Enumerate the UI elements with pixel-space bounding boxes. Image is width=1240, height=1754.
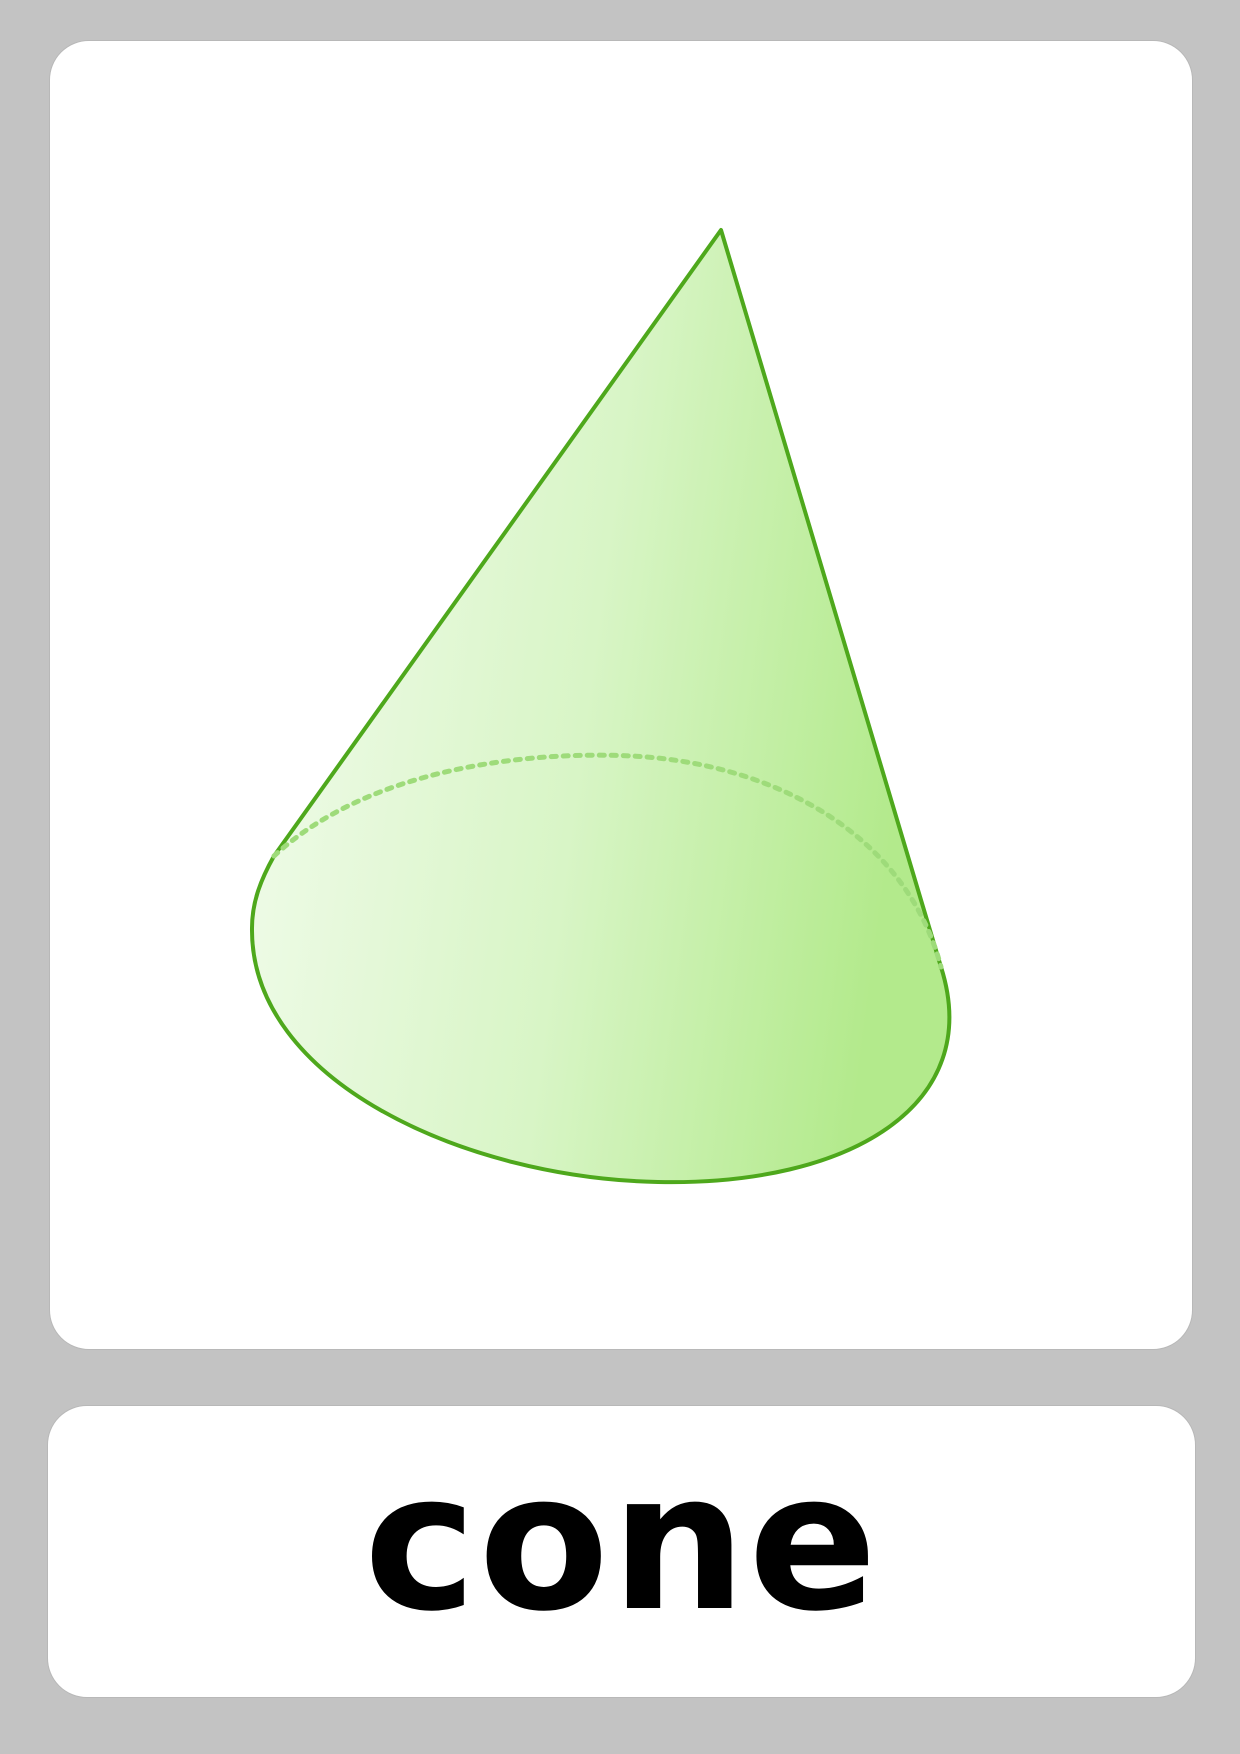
image-card (49, 40, 1193, 1350)
shape-word: cone (363, 1431, 880, 1653)
cone-base-hidden-edge (271, 752, 944, 970)
cone-body (249, 228, 952, 1185)
cone-illustration (249, 228, 952, 1185)
label-card: cone (47, 1405, 1196, 1698)
